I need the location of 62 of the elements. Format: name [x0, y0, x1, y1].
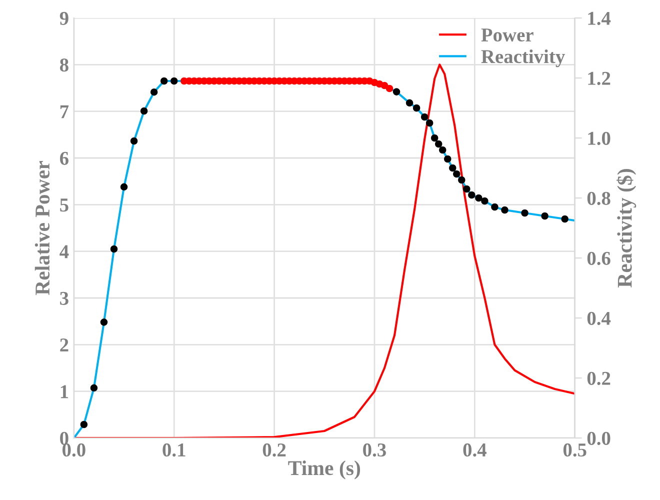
y-tick-label: 3 — [60, 292, 68, 305]
point — [438, 146, 446, 154]
point — [541, 212, 548, 220]
point — [426, 119, 434, 127]
point — [80, 420, 88, 428]
point — [100, 318, 108, 326]
y-tick-label: 6 — [60, 152, 68, 165]
point — [140, 107, 148, 115]
x-tick-label: 0.5 — [563, 443, 586, 457]
y2-tick-label: 0.4 — [587, 312, 611, 326]
legend-label: Reactivity — [481, 49, 565, 68]
point — [475, 194, 482, 202]
point — [521, 209, 528, 217]
point — [501, 206, 508, 214]
x-tick-label: 0.0 — [62, 443, 86, 457]
point — [90, 384, 98, 392]
point — [452, 170, 460, 178]
y2-tick-label: 0.8 — [587, 192, 610, 206]
point — [430, 134, 438, 142]
point — [120, 183, 128, 191]
point — [110, 245, 118, 253]
point — [434, 140, 442, 148]
point — [130, 137, 138, 145]
y-tick-label: 2 — [60, 338, 68, 352]
y-tick-label: 4 — [60, 245, 69, 258]
point — [386, 84, 394, 92]
point — [160, 77, 168, 85]
point — [380, 82, 388, 90]
point — [468, 191, 476, 199]
y-tick-label: 8 — [60, 58, 68, 72]
point — [392, 88, 400, 96]
y-tick-label: 5 — [60, 198, 68, 212]
point — [412, 104, 420, 112]
point — [444, 155, 452, 163]
point — [458, 176, 466, 184]
point — [463, 185, 470, 193]
y2-tick-label: 0.6 — [587, 252, 610, 266]
legend-label: Power — [481, 28, 534, 42]
y-tick-label: 7 — [60, 105, 69, 118]
point — [448, 164, 456, 172]
point — [561, 215, 568, 223]
y2-tick-label: 0.2 — [587, 372, 610, 386]
x-tick-label: 0.2 — [262, 443, 286, 457]
point — [406, 99, 414, 107]
y2-tick-label: 1.0 — [588, 132, 610, 146]
point — [420, 113, 428, 121]
y2-tick-label: 1.2 — [588, 72, 610, 86]
point — [170, 77, 178, 85]
y2-tick-label: 0.0 — [587, 432, 610, 446]
x-tick-label: 0.3 — [363, 443, 386, 457]
y2-tick-label: 1.4 — [588, 12, 611, 26]
y-tick-label: 9 — [60, 12, 68, 25]
y-tick-label: 1 — [60, 385, 68, 398]
y-axis-title: Relative Power — [34, 161, 50, 296]
point — [150, 88, 158, 96]
point — [481, 197, 488, 205]
x-tick-label: 0.1 — [162, 443, 186, 457]
x-axis-title: Time (s) — [288, 460, 360, 480]
y-tick-label: 0 — [60, 432, 68, 445]
y2-axis-title: Reactivity ($) — [616, 169, 636, 288]
x-tick-label: 0.4 — [463, 443, 486, 457]
point — [491, 203, 498, 211]
